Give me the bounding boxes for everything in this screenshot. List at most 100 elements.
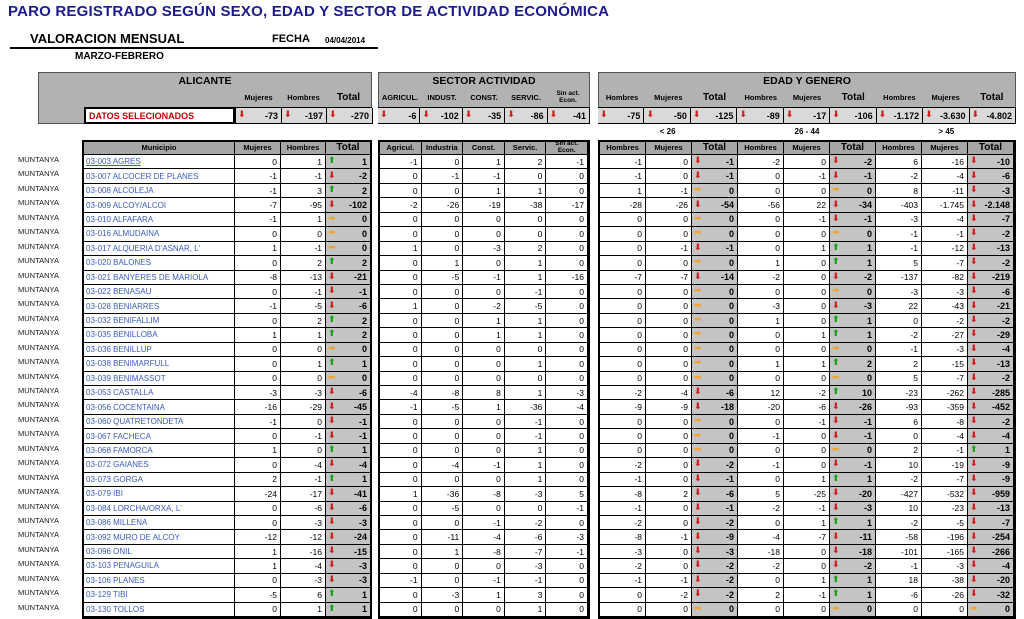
municipality-link[interactable]: 03-068 FAMORCA xyxy=(86,445,153,455)
trend-down-icon: ⬇ xyxy=(328,560,336,571)
sector-value-1: 1 xyxy=(421,256,464,271)
edad-mujeres-value: -7 xyxy=(646,270,692,285)
edad-hombres-value: 8 xyxy=(876,183,922,199)
zone-label: MUNTANYA xyxy=(18,256,59,266)
edad-hombres-value: -2 xyxy=(600,386,646,401)
edad-hombres-value: -1 xyxy=(600,155,646,170)
mujeres-value: -8 xyxy=(235,270,281,285)
edad-mujeres-value: -262 xyxy=(922,386,968,401)
municipality-link[interactable]: 03-008 ALCOLEJA xyxy=(86,186,154,196)
municipality-link[interactable]: 03-036 BENILLUP xyxy=(86,344,152,354)
municipality-link[interactable]: 03-035 BENILLOBA xyxy=(86,330,158,340)
trend-down-icon: ⬇ xyxy=(970,589,978,600)
edad-total-cell: ⬇ -3 xyxy=(830,299,876,314)
edad-total-cell: ⬇ -1 xyxy=(692,501,738,516)
total-value: 0 xyxy=(728,315,734,326)
municipality-link[interactable]: 03-053 CASTALLA xyxy=(86,388,154,398)
total-value: -2 xyxy=(863,560,872,571)
mujeres-value: 0 xyxy=(235,227,281,242)
edad-total-cell: ➡ 0 xyxy=(692,357,738,372)
hombres-value: -5 xyxy=(281,299,326,314)
total-cell: ⬇ -15 xyxy=(326,544,371,560)
municipality-link[interactable]: 03-028 BENIARRES xyxy=(86,301,160,311)
edad-total-cell: ⬆ 1 xyxy=(830,256,876,271)
edad-hombres-value: 0 xyxy=(600,414,646,430)
edad-mujeres-value: -1 xyxy=(784,169,830,184)
trend-down-icon: ⬇ xyxy=(970,502,978,513)
sector-value-0: 0 xyxy=(380,515,422,531)
column-label-sector-2: CONST. xyxy=(470,93,498,103)
municipality-link[interactable]: 03-020 BALONES xyxy=(86,258,151,268)
municipality-link[interactable]: 03-073 GORGA xyxy=(86,474,143,484)
municipality-link[interactable]: 03-022 BENASAU xyxy=(86,287,152,297)
edad-mujeres-value: 0 xyxy=(646,443,692,459)
mujeres-value: -1 xyxy=(235,299,281,314)
municipality-link[interactable]: 03-007 ALCOCER DE PLANES xyxy=(86,171,199,181)
municipality-link[interactable]: 03-016 ALMUDAINA xyxy=(86,229,160,239)
trend-right-icon: ➡ xyxy=(694,228,702,239)
trend-down-icon: ⬇ xyxy=(328,170,336,181)
municipality-link[interactable]: 03-086 MILLENA xyxy=(86,518,148,528)
datos-selecionados-cell[interactable]: DATOS SELECIONADOS xyxy=(84,107,235,124)
municipality-link[interactable]: 03-103 PENAGUILA xyxy=(86,561,159,571)
municipality-link[interactable]: 03-129 TIBI xyxy=(86,590,128,600)
municipality-link[interactable]: 03-010 ALFAFARA xyxy=(86,214,154,224)
column-header-edad-6: Hombres xyxy=(876,142,922,155)
sector-value-1: -5 xyxy=(421,501,464,516)
municipality-link[interactable]: 03-032 BENIFALLIM xyxy=(86,316,160,326)
trend-down-icon: ⬇ xyxy=(878,110,887,120)
sector-value-1: 0 xyxy=(421,155,464,170)
total-value: 0 xyxy=(866,373,872,384)
municipality-link[interactable]: 03-084 LORCHA/ORXA, L' xyxy=(86,503,182,513)
edad-mujeres-value: 0 xyxy=(784,313,830,329)
edad-total-cell: ⬇ -1 xyxy=(830,169,876,184)
zone-column: MUNTANYA MUNTANYA MUNTANYA MUNTANYA MUNTANYA… xyxy=(18,153,80,615)
municipality-link[interactable]: 03-096 ONIL xyxy=(86,547,132,557)
trend-down-icon: ⬇ xyxy=(970,271,978,282)
sector-value-2: 0 xyxy=(463,443,505,459)
sector-value-4: 0 xyxy=(546,212,588,228)
total-value: -86 xyxy=(530,110,544,121)
sector-value-4: 0 xyxy=(546,313,588,329)
municipality-link[interactable]: 03-072 GAIANES xyxy=(86,460,149,470)
edad-mujeres-value: -1 xyxy=(784,501,830,516)
total-value: 10 xyxy=(861,387,872,398)
edad-hombres-value: -4 xyxy=(738,530,784,545)
municipality-link[interactable]: 03-130 TOLLOS xyxy=(86,604,145,614)
municipality-link[interactable]: 03-060 QUATRETONDETA xyxy=(86,417,184,427)
trend-up-icon: ⬆ xyxy=(970,444,978,455)
municipality-link[interactable]: 03-056 COCENTAINA xyxy=(86,402,165,412)
sector-value-3: 3 xyxy=(504,588,547,603)
municipality-link[interactable]: 03-092 MURO DE ALCOY xyxy=(86,532,180,542)
hombres-value: 1 xyxy=(281,328,326,343)
municipality-link[interactable]: 03-038 BENIMARFULL xyxy=(86,359,170,369)
edad-hombres-value: -93 xyxy=(876,400,922,415)
edad-hombres-value: -1 xyxy=(876,241,922,257)
sector-value-4: 0 xyxy=(546,559,588,574)
municipality-link[interactable]: 03-079 IBI xyxy=(86,489,123,499)
municipality-link[interactable]: 03-009 ALCOY/ALCOI xyxy=(86,200,167,210)
total-value: -6 xyxy=(1001,286,1010,297)
municipality-link[interactable]: 03-039 BENIMASSOT xyxy=(86,373,166,383)
municipality-link[interactable]: 03-017 ALQUERIA D'ASNAR, L' xyxy=(86,243,201,253)
trend-down-icon: ⬇ xyxy=(328,488,336,499)
total-value: -41 xyxy=(353,488,367,499)
sector-value-2: -8 xyxy=(463,487,505,502)
municipality-link[interactable]: 03-003 AGRES xyxy=(86,157,141,167)
sector-value-3: -1 xyxy=(504,573,547,589)
edad-hombres-value: -2 xyxy=(600,559,646,574)
municipality-link[interactable]: 03-067 FACHECA xyxy=(86,431,151,441)
municipality-link[interactable]: 03-021 BANYERES DE MARIOLA xyxy=(86,272,209,282)
edad-hombres-value: 0 xyxy=(738,414,784,430)
municipality-link[interactable]: 03-106 PLANES xyxy=(86,575,145,585)
sector-value-3: 0 xyxy=(504,212,547,228)
edad-mujeres-value: 0 xyxy=(646,602,692,617)
total-value: -197 xyxy=(304,110,323,121)
column-header-sector-4: Sin act. Econ. xyxy=(546,142,588,155)
trend-right-icon: ➡ xyxy=(328,213,336,224)
column-header-total: Total xyxy=(326,142,371,155)
trend-right-icon: ➡ xyxy=(832,444,840,455)
edad-total-cell: ⬇ -2 xyxy=(692,573,738,589)
total-value: -7 xyxy=(1001,517,1010,528)
sector-value-0: 1 xyxy=(380,299,422,314)
